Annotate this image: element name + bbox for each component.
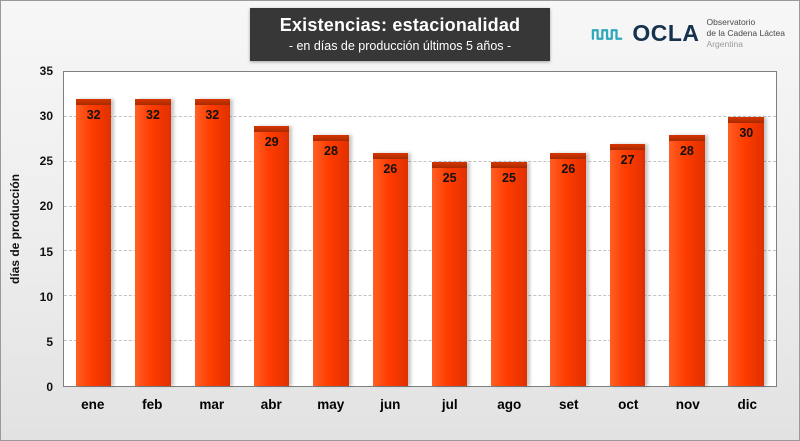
bar-column-jul: 25	[420, 72, 479, 386]
bar-set: 26	[550, 152, 587, 386]
bar-ene: 32	[75, 98, 112, 386]
chart-subtitle: - en días de producción últimos 5 años -	[288, 39, 512, 53]
bar-value-label: 32	[205, 107, 220, 122]
bar-value-label: 25	[442, 170, 457, 185]
bar-column-dic: 30	[717, 72, 776, 386]
bar-value-label: 30	[739, 125, 754, 140]
x-axis-label-feb: feb	[142, 397, 163, 412]
x-axis-label-ene: ene	[81, 397, 105, 412]
bar-top-cap	[491, 161, 527, 168]
bar-nov: 28	[669, 134, 705, 386]
gridline	[64, 205, 776, 207]
bar-column-feb: 32	[123, 72, 182, 386]
bar-top-cap	[372, 152, 409, 159]
bars-row: 32 32 32 29 28 26 25 25 26 27 28 30	[64, 72, 776, 386]
bar-top-cap	[313, 134, 349, 141]
chart-title: Existencias: estacionalidad	[279, 15, 521, 35]
y-tick-label: 5	[46, 334, 53, 349]
logo-tagline: Observatorio de la Cadena Láctea Argenti…	[707, 17, 785, 50]
bar-column-abr: 29	[242, 72, 301, 386]
y-tick-label: 10	[39, 289, 53, 304]
y-tick-label: 25	[39, 154, 53, 169]
bar-feb: 32	[135, 98, 171, 386]
x-axis-label-jul: jul	[441, 397, 458, 412]
bar-value-label: 26	[561, 161, 576, 176]
logo-tagline-line3: Argentina	[706, 39, 743, 50]
gridline	[64, 340, 776, 342]
y-tick-label: 20	[39, 199, 53, 214]
chart-title-box: Existencias: estacionalidad - en días de…	[250, 8, 550, 61]
gridlines	[64, 72, 776, 386]
bar-ago: 25	[491, 161, 527, 386]
bar-value-label: 27	[620, 152, 635, 167]
bar-value-label: 28	[324, 143, 338, 158]
bar-value-label: 26	[383, 161, 398, 176]
bar-top-cap	[609, 143, 646, 150]
x-axis-label-nov: nov	[675, 397, 700, 412]
bar-jun: 26	[372, 152, 409, 386]
bar-column-jun: 26	[361, 72, 420, 386]
bar-column-oct: 27	[598, 72, 657, 386]
logo-tagline-line1: Observatorio	[706, 17, 756, 27]
bar-top-cap	[728, 116, 765, 123]
bar-column-ene: 32	[64, 72, 123, 386]
x-axis-label-dic: dic	[737, 397, 757, 412]
gridline	[64, 250, 776, 252]
x-axis-label-may: may	[317, 397, 345, 412]
ocla-logo: OCLA Observatorio de la Cadena Láctea Ar…	[591, 17, 785, 50]
gridline	[64, 295, 776, 297]
x-axis-label-oct: oct	[618, 397, 639, 412]
y-tick-label: 30	[39, 109, 53, 124]
bar-value-label: 29	[264, 134, 279, 149]
bar-jul: 25	[431, 161, 468, 386]
bar-column-set: 26	[539, 72, 598, 386]
y-tick-label: 35	[39, 64, 53, 78]
x-axis-label-ago: ago	[497, 397, 522, 412]
bar-column-ago: 25	[479, 72, 538, 386]
y-tick-label: 0	[46, 380, 53, 394]
bar-top-cap	[431, 161, 468, 168]
bar-column-nov: 28	[657, 72, 716, 386]
x-axis-label-mar: mar	[199, 397, 225, 412]
bar-oct: 27	[609, 143, 646, 386]
bar-value-label: 32	[146, 107, 160, 122]
logo-tagline-line2: de la Cadena Láctea	[706, 28, 785, 39]
bar-top-cap	[135, 98, 171, 105]
y-tick-label: 15	[39, 244, 53, 259]
waveform-icon	[592, 28, 623, 40]
bar-mar: 32	[194, 98, 231, 386]
bar-value-label: 25	[502, 170, 516, 185]
bar-may: 28	[313, 134, 349, 386]
x-axis-label-jun: jun	[380, 397, 401, 412]
bar-value-label: 32	[86, 107, 101, 122]
bar-dic: 30	[728, 116, 765, 386]
bar-column-mar: 32	[183, 72, 242, 386]
bar-abr: 29	[253, 125, 290, 386]
bar-value-label: 28	[679, 143, 694, 158]
logo-wordmark: OCLA	[632, 20, 700, 47]
bar-top-cap	[669, 134, 705, 141]
plot-area: 32 32 32 29 28 26 25 25 26 27 28 30	[63, 71, 777, 387]
bar-top-cap	[194, 98, 231, 105]
x-axis-label-set: set	[558, 397, 579, 412]
x-axis-label-abr: abr	[260, 397, 282, 412]
x-axis-labels: ene feb mar abr may jun jul ago set oct nov dic	[63, 397, 777, 412]
gridline	[64, 115, 776, 117]
y-axis-ticks: 0 5 10 15 20 25 30 35	[25, 64, 57, 394]
gridline	[64, 160, 776, 162]
bar-top-cap	[253, 125, 290, 132]
bar-top-cap	[75, 98, 112, 105]
bar-top-cap	[550, 152, 587, 159]
bar-column-may: 28	[301, 72, 360, 386]
